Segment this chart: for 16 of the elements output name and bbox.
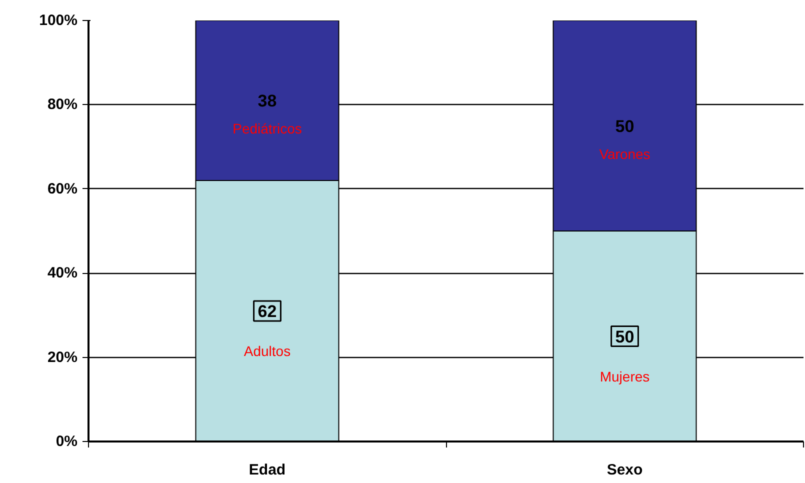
y-tick-label: 0% bbox=[56, 433, 78, 450]
y-tick-label: 60% bbox=[47, 180, 78, 198]
annotation: Varones bbox=[599, 146, 650, 162]
annotation: Adultos bbox=[244, 342, 291, 359]
data-label: 62 bbox=[258, 302, 277, 321]
data-label: 50 bbox=[615, 116, 634, 136]
annotation: Mujeres bbox=[600, 368, 650, 384]
y-tick-label: 40% bbox=[47, 264, 78, 282]
x-tick-label: Sexo bbox=[606, 462, 643, 478]
data-label: 50 bbox=[615, 327, 634, 346]
data-label: 38 bbox=[258, 91, 277, 110]
x-tick-label: Edad bbox=[248, 462, 286, 478]
y-tick-label: 20% bbox=[47, 348, 78, 366]
y-tick-label: 100% bbox=[39, 12, 78, 29]
y-tick-label: 80% bbox=[47, 96, 78, 114]
annotation: Pediátricos bbox=[232, 120, 302, 136]
